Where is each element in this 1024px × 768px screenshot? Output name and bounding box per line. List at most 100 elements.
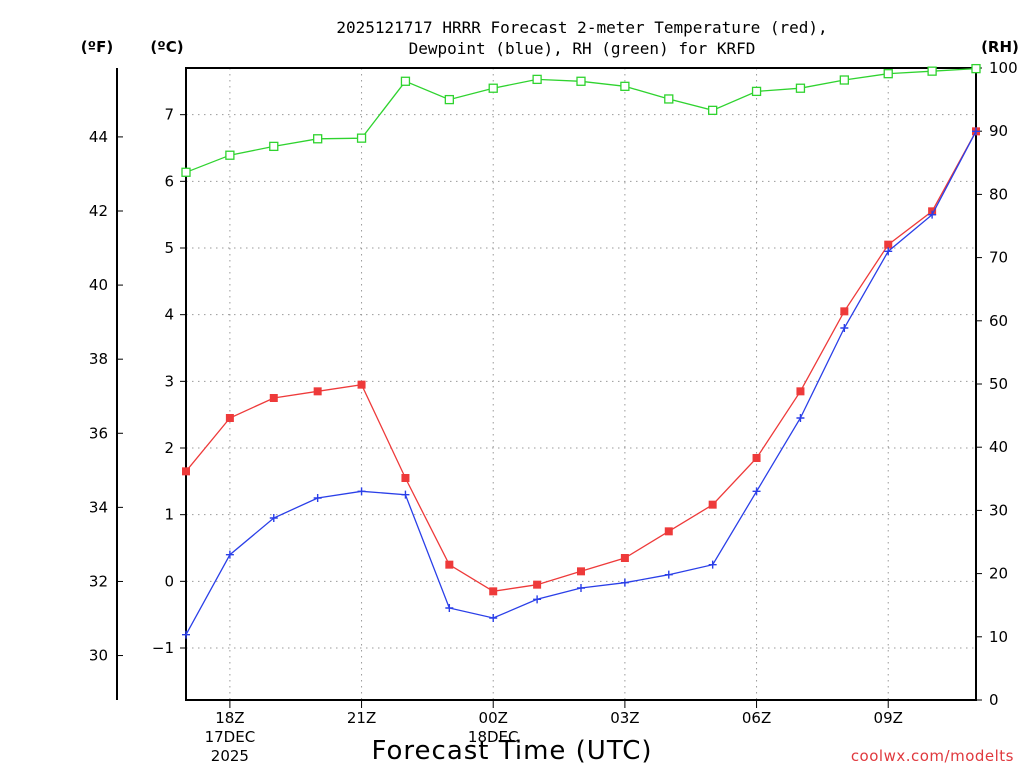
x-tick-label-21z: 21Z: [347, 709, 376, 727]
rh-tick-label: 70: [989, 249, 1008, 267]
rh-point: [313, 134, 323, 144]
rh-point: [532, 74, 542, 85]
x-tick-date-label: 17DEC: [205, 728, 256, 746]
dewpoint-series: [182, 127, 980, 639]
rh-point: [971, 63, 981, 74]
rh-point: [751, 86, 762, 97]
rh-point: [795, 83, 806, 93]
2-meter-temperature-point: [489, 587, 498, 596]
dewpoint-point: [182, 630, 190, 639]
2-meter-temperature-point: [664, 527, 673, 536]
dewpoint-point: [928, 210, 937, 219]
rh-point: [488, 83, 498, 93]
rh-tick-label: 100: [989, 59, 1018, 77]
dewpoint-point: [664, 570, 673, 579]
rh-point: [181, 167, 191, 177]
dewpoint-point: [972, 127, 980, 136]
dewpoint-point: [884, 247, 893, 256]
rh-series: [181, 63, 981, 177]
2-meter-temperature-point: [620, 554, 629, 562]
dewpoint-point: [577, 584, 585, 592]
x-axis-label: Forecast Time (UTC): [371, 736, 652, 766]
celsius-tick-label: 4: [164, 306, 174, 324]
dewpoint-point: [269, 514, 278, 522]
fahrenheit-tick-label: 36: [89, 424, 108, 442]
fahrenheit-tick-label: 34: [89, 498, 108, 516]
2-meter-temperature-point: [708, 500, 717, 509]
celsius-unit-label: (ºC): [150, 38, 183, 56]
2-meter-temperature-point: [445, 560, 454, 569]
rh-point: [664, 94, 674, 104]
plot-frame: [185, 67, 977, 701]
dewpoint-point: [445, 604, 454, 612]
celsius-tick-label: 6: [164, 172, 174, 190]
x-tick-label-06z: 06Z: [742, 709, 771, 727]
rh-point: [225, 150, 235, 160]
fahrenheit-tick-label: 40: [89, 276, 108, 294]
celsius-tick-label: 5: [164, 239, 174, 257]
2-meter-temperature-point: [269, 394, 278, 402]
dewpoint-point: [225, 550, 234, 559]
2-meter-temperature-point: [533, 580, 542, 589]
fahrenheit-tick-label: 32: [89, 572, 108, 590]
x-tick-label-00z: 00Z: [479, 709, 508, 727]
x-tick-label-18z: 18Z: [215, 709, 244, 727]
dewpoint-point: [401, 490, 410, 499]
x-tick-label-03z: 03Z: [610, 709, 639, 727]
x-tick-label-09z: 09Z: [874, 709, 903, 727]
rh-tick-label: 60: [989, 312, 1008, 330]
celsius-tick-label: 2: [164, 439, 174, 457]
2-meter-temperature-point: [182, 467, 190, 476]
rh-tick-label: 40: [989, 438, 1008, 456]
dewpoint-point: [489, 614, 498, 622]
rh-point: [839, 75, 849, 85]
rh-point: [883, 69, 893, 79]
rh-tick-label: 10: [989, 628, 1008, 646]
2-meter-temperature-point: [225, 414, 234, 422]
celsius-tick-label: 0: [164, 572, 174, 590]
2-meter-temperature-point: [357, 380, 366, 389]
rh-point: [400, 76, 411, 86]
dewpoint-point: [533, 595, 542, 604]
rh-tick-label: 20: [989, 565, 1008, 583]
2-meter-temperature-series: [182, 127, 980, 596]
celsius-tick-label: 7: [164, 106, 174, 124]
rh-point: [620, 81, 630, 91]
rh-tick-label: 80: [989, 185, 1008, 203]
2-meter-temperature-point: [840, 307, 849, 316]
rh-tick-label: 90: [989, 122, 1008, 140]
fahrenheit-unit-label: (ºF): [81, 38, 113, 56]
dewpoint-line: [185, 130, 977, 636]
source-credit: coolwx.com/modelts: [851, 747, 1014, 765]
2-meter-temperature-point: [884, 240, 893, 249]
2-meter-temperature-point: [752, 454, 761, 462]
2-meter-temperature-point: [313, 387, 322, 396]
rh-tick-label: 30: [989, 501, 1008, 519]
rh-point: [576, 76, 586, 86]
chart-title-line-2: Dewpoint (blue), RH (green) for KRFD: [409, 39, 756, 58]
dewpoint-point: [840, 324, 849, 332]
rh-point: [708, 105, 718, 115]
fahrenheit-tick-label: 44: [89, 128, 108, 146]
rh-unit-label: (RH): [981, 38, 1019, 56]
rh-tick-label: 50: [989, 375, 1008, 393]
fahrenheit-tick-label: 38: [89, 350, 108, 368]
rh-point: [356, 133, 367, 143]
dewpoint-point: [708, 560, 717, 569]
rh-point: [927, 66, 937, 76]
2-meter-temperature-point: [577, 567, 585, 576]
celsius-tick-label: 1: [164, 506, 174, 524]
2-meter-temperature-point: [796, 387, 805, 396]
2-meter-temperature-line: [185, 130, 977, 592]
celsius-tick-label: −1: [152, 639, 174, 657]
x-tick-year-label: 2025: [211, 747, 249, 765]
dewpoint-point: [752, 487, 761, 496]
data-series: [181, 63, 981, 639]
dewpoint-point: [357, 487, 366, 496]
chart-title-line-1: 2025121717 HRRR Forecast 2-meter Tempera…: [336, 18, 827, 37]
rh-point: [444, 94, 454, 105]
fahrenheit-tick-label: 30: [89, 647, 108, 665]
dewpoint-point: [796, 414, 805, 422]
dewpoint-point: [620, 578, 629, 587]
